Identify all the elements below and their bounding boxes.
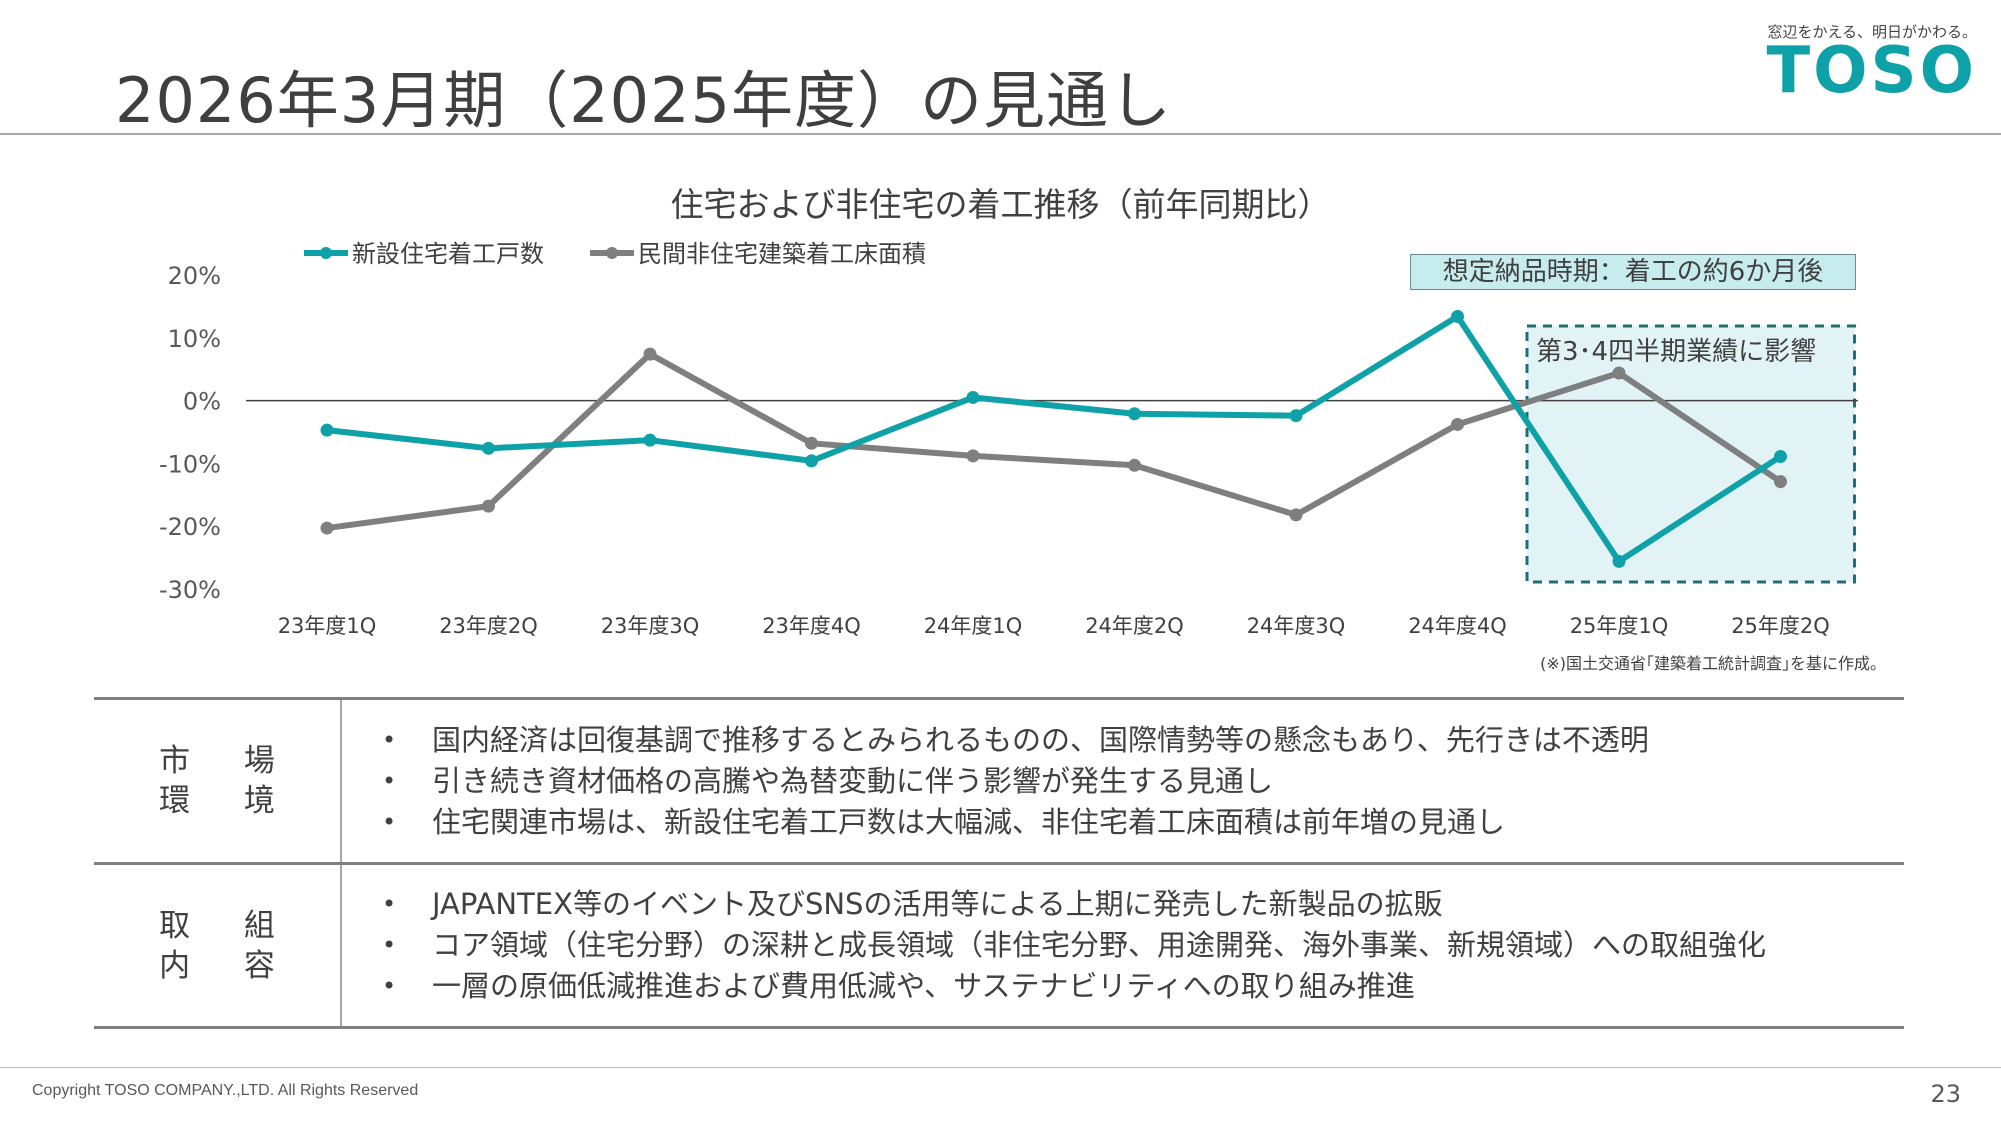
row-heading-line: 市 場 xyxy=(159,743,297,779)
y-tick-label: 0% xyxy=(183,388,221,416)
table-row-initiatives: 取 組 内 容 JAPANTEX等のイベント及びSNSの活用等による上期に発売し… xyxy=(94,865,1904,1029)
y-tick-label: 20% xyxy=(168,262,221,290)
row-body-initiatives: JAPANTEX等のイベント及びSNSの活用等による上期に発売した新製品の拡販 … xyxy=(342,865,1904,1026)
y-tick-label: -10% xyxy=(159,450,221,478)
list-item: コア領域（住宅分野）の深耕と成長領域（非住宅分野、用途開発、海外事業、新規領域）… xyxy=(382,925,1904,966)
row-heading-line: 内 容 xyxy=(159,947,297,984)
source-note: (※)国土交通省｢建築着工統計調査｣を基に作成。 xyxy=(1540,654,1886,673)
x-tick-label: 25年度2Q xyxy=(1731,614,1830,638)
data-point xyxy=(320,423,334,437)
data-point xyxy=(1612,366,1626,380)
page-title: 2026年3月期（2025年度）の見通し xyxy=(115,64,1173,137)
x-tick-label: 24年度3Q xyxy=(1247,614,1346,638)
list-item: 住宅関連市場は、新設住宅着工戸数は大幅減、非住宅着工床面積は前年増の見通し xyxy=(382,802,1904,843)
legend-marker xyxy=(606,247,618,259)
series-line xyxy=(324,313,1784,565)
delivery-timing-callout: 想定納品時期：着工の約6か月後 xyxy=(1410,254,1856,290)
x-tick-label: 25年度1Q xyxy=(1570,614,1669,638)
logo-tagline: 窓辺をかえる、明日がかわる。 xyxy=(1767,23,1977,41)
data-point xyxy=(1612,554,1626,568)
data-point xyxy=(805,454,818,468)
bullet-list: JAPANTEX等のイベント及びSNSの活用等による上期に発売した新製品の拡販 … xyxy=(382,884,1904,1007)
data-point xyxy=(1451,309,1464,323)
x-tick-label: 24年度2Q xyxy=(1085,614,1184,638)
highlight-region xyxy=(1525,324,1856,584)
data-point xyxy=(482,499,495,513)
row-heading-initiatives: 取 組 内 容 xyxy=(94,865,342,1026)
data-point xyxy=(966,449,980,463)
legend-label: 民間非住宅建築着工床面積 xyxy=(638,240,926,268)
data-point xyxy=(1774,449,1787,463)
x-tick-label: 23年度1Q xyxy=(278,614,377,638)
data-point xyxy=(1128,407,1141,421)
outlook-table: 市 場 環 境 国内経済は回復基調で推移するとみられるものの、国際情勢等の懸念も… xyxy=(94,697,1904,1029)
data-point xyxy=(1289,409,1303,423)
row-heading-line: 環 境 xyxy=(159,783,297,819)
x-tick-label: 23年度3Q xyxy=(601,614,700,638)
data-point xyxy=(966,390,980,404)
x-tick-label: 24年度1Q xyxy=(924,614,1023,638)
data-point xyxy=(482,441,495,455)
table-row-market: 市 場 環 境 国内経済は回復基調で推移するとみられるものの、国際情勢等の懸念も… xyxy=(94,697,1904,865)
data-point xyxy=(643,433,657,447)
legend-label: 新設住宅着工戸数 xyxy=(352,240,544,268)
row-heading-line: 取 組 xyxy=(159,907,297,944)
y-tick-label: -30% xyxy=(159,576,221,604)
list-item: 国内経済は回復基調で推移するとみられるものの、国際情勢等の懸念もあり、先行きは不… xyxy=(382,720,1904,761)
legend-marker xyxy=(320,247,332,259)
y-tick-label: 10% xyxy=(168,325,221,353)
footer-divider xyxy=(0,1067,2001,1068)
data-point xyxy=(805,436,818,450)
line-chart: 20% 10% 0% -10% -20% -30% 23年度1Q 23年度2Q 23年度3Q 23… xyxy=(159,240,1858,638)
list-item: 一層の原価低減推進および費用低減や、サステナビリティへの取り組み推進 xyxy=(382,966,1904,1007)
chart-title: 住宅および非住宅の着工推移（前年同期比） xyxy=(670,185,1331,224)
page-number: 23 xyxy=(1930,1080,1961,1108)
series-line xyxy=(324,351,1784,532)
title-divider xyxy=(0,133,2001,135)
list-item: JAPANTEX等のイベント及びSNSの活用等による上期に発売した新製品の拡販 xyxy=(382,884,1904,925)
highlight-label: 第3･4四半期業績に影響 xyxy=(1536,337,1817,367)
copyright-text: Copyright TOSO COMPANY.,LTD. All Rights … xyxy=(32,1082,419,1099)
row-heading-market: 市 場 環 境 xyxy=(94,700,342,862)
y-tick-label: -20% xyxy=(159,513,221,541)
data-point xyxy=(1289,508,1303,522)
list-item: 引き続き資材価格の高騰や為替変動に伴う影響が発生する見通し xyxy=(382,761,1904,802)
x-tick-label: 24年度4Q xyxy=(1408,614,1507,638)
data-point xyxy=(320,521,334,535)
x-tick-label: 23年度4Q xyxy=(762,614,861,638)
data-point xyxy=(1128,458,1141,472)
data-point xyxy=(643,347,657,361)
bullet-list: 国内経済は回復基調で推移するとみられるものの、国際情勢等の懸念もあり、先行きは不… xyxy=(382,720,1904,843)
company-logo: TOSO xyxy=(1766,34,1977,108)
row-body-market: 国内経済は回復基調で推移するとみられるものの、国際情勢等の懸念もあり、先行きは不… xyxy=(342,700,1904,862)
data-point xyxy=(1774,475,1787,489)
data-point xyxy=(1451,417,1464,431)
x-tick-label: 23年度2Q xyxy=(439,614,538,638)
